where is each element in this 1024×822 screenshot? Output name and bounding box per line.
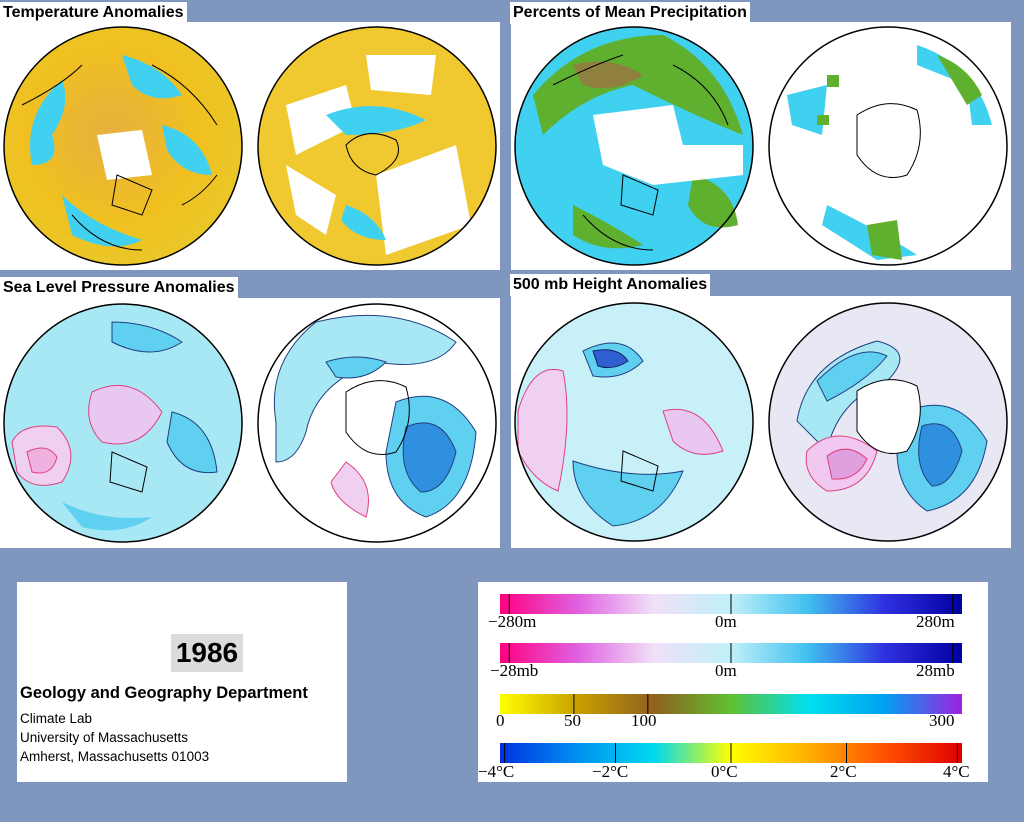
temp-mid-label: 0°C xyxy=(711,762,738,781)
temp-m2-label: −2°C xyxy=(592,762,629,781)
pressure-max-label: 28mb xyxy=(916,661,955,680)
precipitation-globe-nh xyxy=(514,26,754,266)
height500-panel xyxy=(511,296,1011,548)
precip-100-label: 100 xyxy=(631,711,657,730)
precip-colorbar-fill xyxy=(500,694,962,714)
temp-p2-label: 2°C xyxy=(830,762,857,781)
pressure-min-label: −28mb xyxy=(490,661,539,680)
temperature-title: Temperature Anomalies xyxy=(0,2,187,24)
precipitation-panel xyxy=(511,22,1011,270)
height-min-label: −280m xyxy=(488,612,537,631)
height-mid-label: 0m xyxy=(715,612,737,631)
height500-globe-nh xyxy=(514,302,754,542)
lab-name: Climate Lab xyxy=(20,711,93,726)
department-name: Geology and Geography Department xyxy=(20,684,308,702)
temp-min-label: −4°C xyxy=(478,762,515,781)
temperature-globe-sh xyxy=(257,26,497,266)
university-name: University of Massachusetts xyxy=(20,730,189,745)
precip-300-label: 300 xyxy=(929,711,955,730)
precip-0-label: 0 xyxy=(496,711,505,730)
precip-colorbar xyxy=(500,694,962,714)
year-label: 1986 xyxy=(171,634,243,672)
legend-box: −280m 0m 280m −28mb 0m 28mb 0 50 100 300… xyxy=(478,582,988,782)
address-line: Amherst, Massachusetts 01003 xyxy=(20,749,210,764)
height500-title: 500 mb Height Anomalies xyxy=(510,274,711,296)
info-box: 1986 Geology and Geography Department Cl… xyxy=(17,582,347,782)
height500-globe-sh xyxy=(768,302,1008,542)
slp-globe-sh xyxy=(257,303,497,543)
temperature-panel xyxy=(0,22,500,270)
temperature-globe-nh xyxy=(3,26,243,266)
precipitation-globe-sh xyxy=(768,26,1008,266)
temp-max-label: 4°C xyxy=(943,762,970,781)
pressure-colorbar xyxy=(500,643,962,663)
height-colorbar xyxy=(500,594,962,614)
height-max-label: 280m xyxy=(916,612,955,631)
precipitation-title: Percents of Mean Precipitation xyxy=(510,2,750,24)
precip-50-label: 50 xyxy=(564,711,581,730)
temp-colorbar xyxy=(500,743,962,763)
pressure-mid-label: 0m xyxy=(715,661,737,680)
slp-title: Sea Level Pressure Anomalies xyxy=(0,277,238,299)
slp-globe-nh xyxy=(3,303,243,543)
slp-panel xyxy=(0,298,500,548)
